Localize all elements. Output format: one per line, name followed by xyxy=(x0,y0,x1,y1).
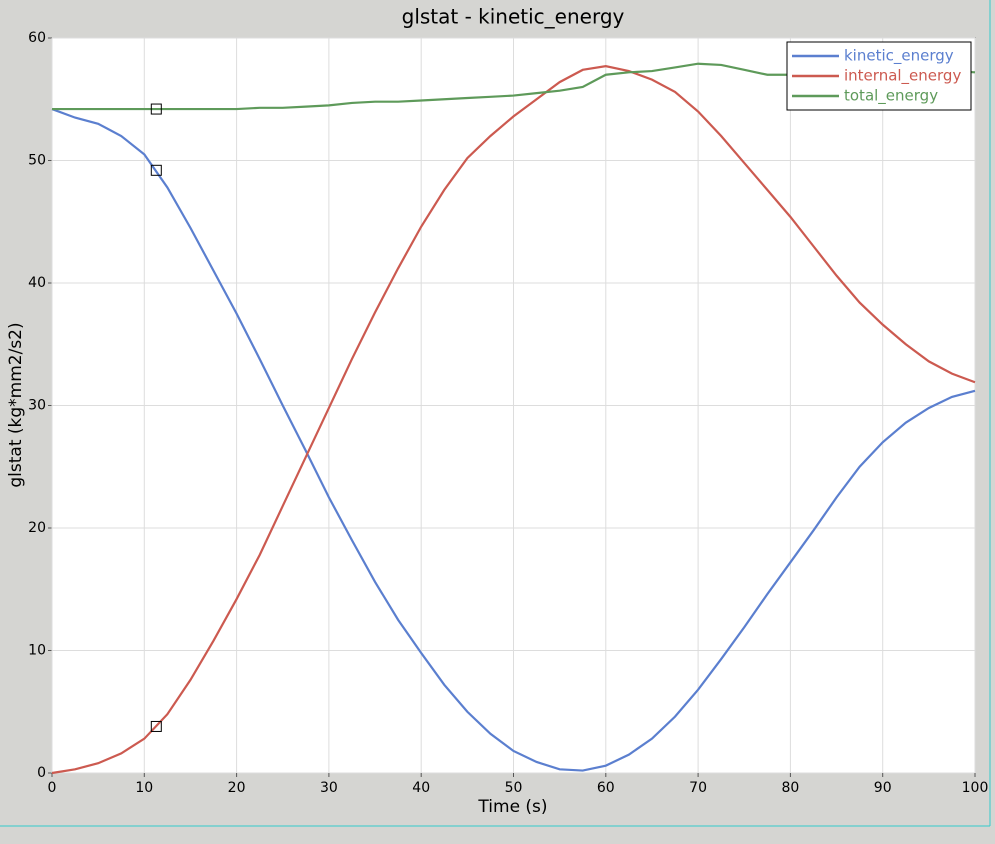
y-tick-label: 60 xyxy=(28,30,46,46)
x-tick-label: 0 xyxy=(48,780,57,796)
x-tick-label: 40 xyxy=(412,780,430,796)
cursor-marker xyxy=(150,164,162,176)
x-tick-label: 90 xyxy=(874,780,892,796)
x-tick-label: 20 xyxy=(228,780,246,796)
x-tick-label: 60 xyxy=(597,780,615,796)
y-tick-label: 50 xyxy=(28,153,46,169)
y-tick-label: 10 xyxy=(28,643,46,659)
y-tick-label: 30 xyxy=(28,398,46,414)
legend-label: internal_energy xyxy=(844,67,961,86)
x-tick-label: 50 xyxy=(505,780,523,796)
cursor-marker xyxy=(150,103,162,115)
series-line xyxy=(51,65,976,775)
x-axis-label: Time (s) xyxy=(477,797,547,817)
y-tick-label: 0 xyxy=(37,765,46,781)
series-line xyxy=(51,108,976,772)
chart-title: glstat - kinetic_energy xyxy=(402,5,625,29)
x-tick-label: 10 xyxy=(135,780,153,796)
x-tick-label: 70 xyxy=(689,780,707,796)
legend-label: total_energy xyxy=(844,87,938,106)
y-tick-label: 20 xyxy=(28,520,46,536)
x-tick-label: 30 xyxy=(320,780,338,796)
cursor-marker xyxy=(150,720,162,732)
y-tick-label: 40 xyxy=(28,275,46,291)
x-tick-label: 80 xyxy=(781,780,799,796)
y-axis-label: glstat (kg*mm2/s2) xyxy=(6,322,26,487)
legend-label: kinetic_energy xyxy=(844,47,954,66)
x-tick-label: 100 xyxy=(962,780,989,796)
